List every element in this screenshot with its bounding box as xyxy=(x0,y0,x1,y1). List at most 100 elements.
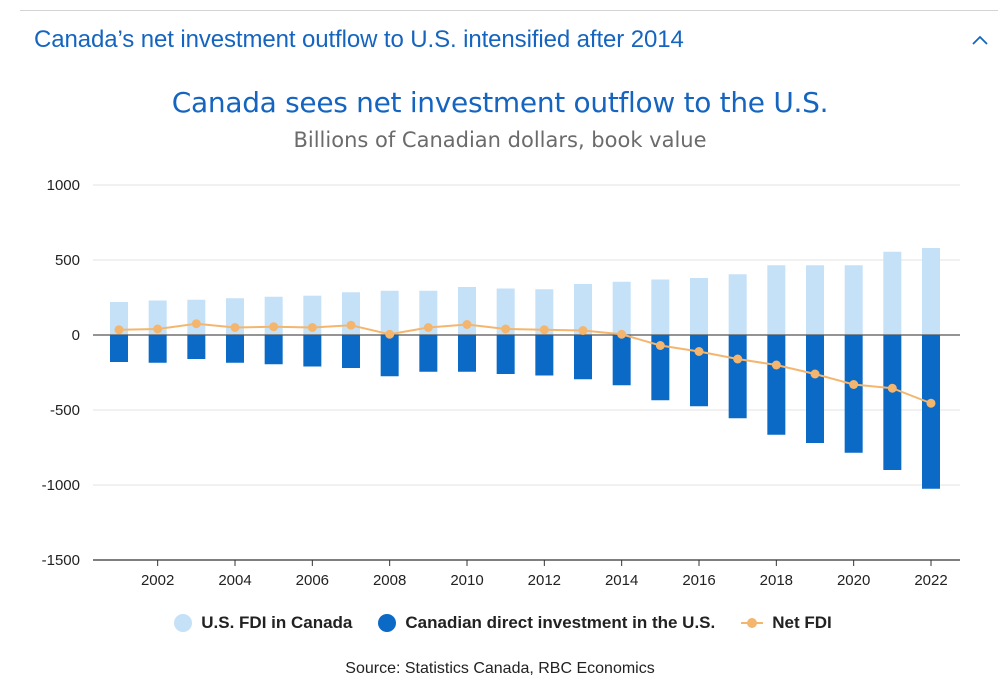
bar-us-fdi xyxy=(883,251,902,335)
x-tick-label: 2014 xyxy=(605,572,638,589)
y-tick-label: -500 xyxy=(50,402,80,419)
bar-us-fdi xyxy=(226,298,244,335)
net-fdi-point xyxy=(887,383,897,393)
bar-canadian-di xyxy=(922,335,940,489)
net-fdi-point xyxy=(269,322,279,332)
bar-canadian-di xyxy=(458,335,476,372)
net-fdi-point xyxy=(733,354,743,364)
y-tick-label: 1000 xyxy=(47,177,80,194)
bar-canadian-di xyxy=(148,335,167,363)
legend: U.S. FDI in Canada Canadian direct inves… xyxy=(0,613,1006,633)
legend-item-us-fdi[interactable]: U.S. FDI in Canada xyxy=(174,613,352,633)
bar-us-fdi xyxy=(148,300,167,335)
bar-us-fdi xyxy=(612,281,631,335)
y-tick-label: 500 xyxy=(55,252,80,269)
bar-us-fdi xyxy=(303,295,322,335)
bar-us-fdi xyxy=(458,287,476,335)
bar-canadian-di xyxy=(187,335,206,359)
bar-us-fdi xyxy=(922,248,940,335)
net-fdi-point xyxy=(578,326,588,335)
legend-item-canadian-di[interactable]: Canadian direct investment in the U.S. xyxy=(378,613,715,633)
source-note: Source: Statistics Canada, RBC Economics xyxy=(345,660,655,677)
net-fdi-point xyxy=(655,341,665,350)
chart-subtitle: Billions of Canadian dollars, book value xyxy=(293,128,707,152)
net-fdi-point xyxy=(810,369,820,379)
bar-us-fdi xyxy=(496,288,515,335)
x-tick-label: 2006 xyxy=(296,572,329,589)
x-tick-label: 2018 xyxy=(760,572,793,589)
net-fdi-point xyxy=(346,320,356,330)
x-tick-label: 2020 xyxy=(837,572,870,589)
y-tick-label: -1500 xyxy=(42,552,80,569)
net-fdi-point xyxy=(191,319,201,329)
bar-us-fdi xyxy=(380,290,399,335)
net-fdi-point xyxy=(926,398,936,408)
net-fdi-point xyxy=(423,323,433,332)
bar-canadian-di xyxy=(110,335,128,362)
bar-us-fdi xyxy=(264,296,283,335)
bar-canadian-di xyxy=(496,335,515,374)
legend-swatch-us-fdi xyxy=(174,614,193,632)
bar-canadian-di xyxy=(690,335,708,407)
bar-us-fdi xyxy=(651,279,670,335)
net-fdi-point xyxy=(501,324,511,334)
net-fdi-point xyxy=(617,329,627,339)
bar-us-fdi xyxy=(419,290,438,335)
net-fdi-point xyxy=(114,325,124,335)
bar-canadian-di xyxy=(651,335,670,401)
net-fdi-point xyxy=(230,323,240,332)
bar-us-fdi xyxy=(806,265,824,335)
bar-us-fdi xyxy=(187,299,206,335)
bar-canadian-di xyxy=(226,335,244,363)
bar-us-fdi xyxy=(767,265,786,335)
bar-canadian-di xyxy=(535,335,554,376)
bar-canadian-di xyxy=(883,335,902,470)
y-tick-label: 0 xyxy=(72,327,80,344)
x-tick-label: 2008 xyxy=(373,572,406,589)
accordion-title[interactable]: Canada’s net investment outflow to U.S. … xyxy=(34,26,684,53)
bar-us-fdi xyxy=(728,274,747,335)
legend-swatch-canadian-di xyxy=(378,614,397,632)
net-fdi-point xyxy=(307,323,317,332)
bar-canadian-di xyxy=(612,335,631,386)
x-tick-label: 2004 xyxy=(218,572,251,589)
legend-label-us-fdi: U.S. FDI in Canada xyxy=(201,613,353,632)
x-tick-label: 2016 xyxy=(682,572,715,589)
legend-label-net-fdi: Net FDI xyxy=(772,613,832,632)
y-tick-label: -1000 xyxy=(42,477,80,494)
bar-us-fdi xyxy=(690,278,708,335)
bar-canadian-di xyxy=(380,335,399,377)
bar-canadian-di xyxy=(806,335,824,443)
bar-us-fdi xyxy=(535,289,554,335)
x-tick-label: 2002 xyxy=(141,572,174,589)
bar-canadian-di xyxy=(342,335,360,368)
x-tick-label: 2010 xyxy=(450,572,483,589)
bar-us-fdi xyxy=(574,284,592,335)
bar-canadian-di xyxy=(303,335,322,367)
bar-us-fdi xyxy=(110,302,128,335)
bar-us-fdi xyxy=(342,292,360,335)
net-fdi-point xyxy=(849,380,859,389)
top-divider xyxy=(20,10,998,11)
net-fdi-point xyxy=(462,320,472,329)
bar-canadian-di xyxy=(844,335,863,453)
bar-canadian-di xyxy=(419,335,438,372)
chart-title: Canada sees net investment outflow to th… xyxy=(171,86,829,119)
bar-canadian-di xyxy=(264,335,283,365)
chevron-up-icon[interactable] xyxy=(970,32,990,48)
bar-canadian-di xyxy=(574,335,592,380)
net-fdi-point xyxy=(153,324,163,334)
net-fdi-line xyxy=(118,322,932,405)
legend-item-net-fdi[interactable]: Net FDI xyxy=(741,613,832,633)
net-fdi-point xyxy=(694,347,704,356)
legend-label-canadian-di: Canadian direct investment in the U.S. xyxy=(405,613,716,632)
bar-canadian-di xyxy=(728,335,747,419)
net-fdi-point xyxy=(385,329,395,339)
net-fdi-point xyxy=(539,325,549,335)
x-tick-label: 2012 xyxy=(528,572,561,589)
legend-swatch-net-fdi xyxy=(741,614,764,632)
net-fdi-point xyxy=(771,360,781,370)
bar-us-fdi xyxy=(844,265,863,335)
bar-canadian-di xyxy=(767,335,786,435)
